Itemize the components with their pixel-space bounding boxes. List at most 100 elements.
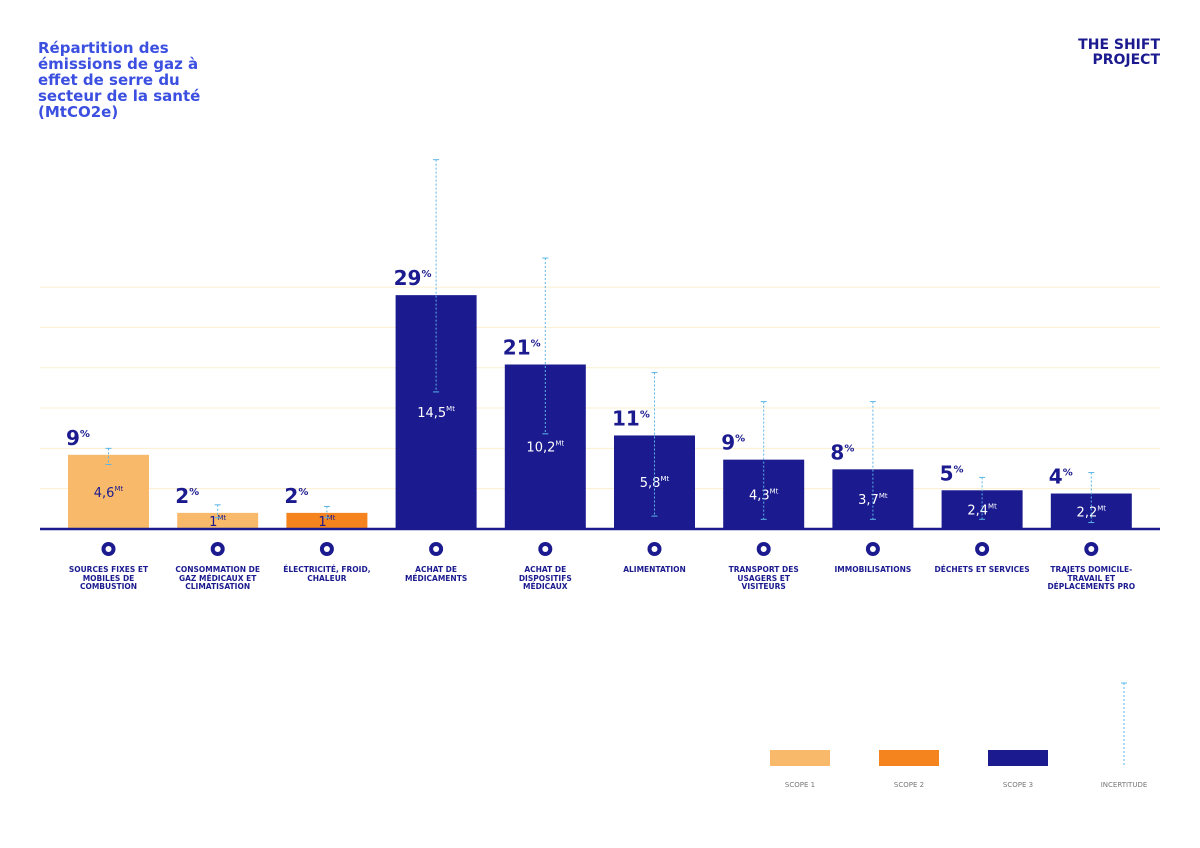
legend-swatch <box>770 750 830 766</box>
share-label: 5% <box>940 461 964 485</box>
value-unit: Mt <box>327 514 336 522</box>
error-bar <box>542 257 549 435</box>
share-unit: % <box>1063 468 1073 479</box>
value-text: 2,4 <box>967 504 988 519</box>
error-bar <box>433 159 440 393</box>
category-icon-detail <box>214 546 221 552</box>
value-unit: Mt <box>446 405 455 413</box>
share-value: 29 <box>394 266 422 290</box>
value-label: 4,6Mt <box>94 485 124 501</box>
category-icon-detail <box>760 546 767 552</box>
value-text: 3,7 <box>858 493 879 508</box>
share-label: 4% <box>1049 465 1073 489</box>
x-tick-label: ALIMENTATION <box>623 565 686 574</box>
legend-swatch <box>988 750 1048 766</box>
share-label: 8% <box>830 440 854 464</box>
category-icon-detail <box>869 546 876 552</box>
x-tick-label: CONSOMMATION DE GAZ MÉDICAUX ET CLIMATIS… <box>175 565 260 591</box>
error-bar <box>214 504 221 519</box>
x-tick-label: TRAJETS DOMICILE-TRAVAIL ET DÉPLACEMENTS… <box>1047 565 1136 591</box>
logo: THE SHIFT PROJECT <box>1078 38 1160 68</box>
category-icon-detail <box>1088 546 1095 552</box>
share-value: 4 <box>1049 465 1063 489</box>
share-unit: % <box>531 338 541 349</box>
logo-line: THE SHIFT <box>1078 37 1160 53</box>
share-value: 21 <box>503 335 531 359</box>
share-unit: % <box>844 443 854 454</box>
value-unit: Mt <box>555 440 564 448</box>
share-value: 11 <box>612 406 640 430</box>
x-tick-label: ACHAT DE MÉDICAMENTS <box>404 565 468 583</box>
share-unit: % <box>421 269 431 280</box>
value-unit: Mt <box>988 503 997 511</box>
error-bar <box>760 401 767 520</box>
value-unit: Mt <box>114 485 123 493</box>
share-unit: % <box>640 409 650 420</box>
share-label: 9% <box>66 426 90 450</box>
error-bar <box>1088 472 1095 524</box>
x-tick-label: TRANSPORT DES USAGERS ET VISITEURS <box>728 565 799 591</box>
value-label: 1Mt <box>209 514 226 530</box>
share-label: 11% <box>612 406 650 430</box>
x-tick-label: ÉLECTRICITÉ, FROID, CHALEUR <box>283 565 371 583</box>
share-value: 9 <box>66 426 80 450</box>
share-value: 8 <box>830 440 844 464</box>
error-bar <box>105 447 112 465</box>
value-label: 3,7Mt <box>858 492 888 508</box>
share-label: 2% <box>284 484 308 508</box>
value-text: 1 <box>318 515 326 530</box>
category-icon-detail <box>105 546 112 552</box>
share-label: 29% <box>394 266 432 290</box>
value-label: 1Mt <box>318 514 335 530</box>
value-label: 2,4Mt <box>967 503 997 519</box>
value-unit: Mt <box>1097 504 1106 512</box>
value-text: 14,5 <box>417 406 446 421</box>
share-unit: % <box>298 487 308 498</box>
value-unit: Mt <box>660 475 669 483</box>
bar <box>286 512 368 529</box>
x-tick-label: IMMOBILISATIONS <box>834 565 912 574</box>
x-tick-label: DÉCHETS ET SERVICES <box>934 565 1030 574</box>
category-icon-detail <box>979 546 986 552</box>
share-unit: % <box>189 487 199 498</box>
value-text: 1 <box>209 515 217 530</box>
x-tick-label: SOURCES FIXES ET MOBILES DE COMBUSTION <box>68 565 149 591</box>
value-label: 10,2Mt <box>526 440 564 456</box>
value-label: 2,2Mt <box>1077 504 1107 520</box>
bar <box>68 454 149 529</box>
value-text: 2,2 <box>1077 505 1098 520</box>
category-icon-detail <box>651 546 658 552</box>
share-label: 9% <box>721 431 745 455</box>
category-icon-detail <box>323 546 330 552</box>
value-unit: Mt <box>217 514 226 522</box>
legend-label: INCERTITUDE <box>1101 781 1148 789</box>
share-value: 2 <box>284 484 298 508</box>
category-icon-detail <box>542 546 549 552</box>
share-unit: % <box>80 429 90 440</box>
bar <box>177 512 259 529</box>
share-value: 9 <box>721 431 735 455</box>
value-label: 14,5Mt <box>417 405 455 421</box>
category-icon-detail <box>433 546 440 552</box>
value-text: 4,3 <box>749 488 770 503</box>
x-tick-label: ACHAT DE DISPOSITIFS MÉDICAUX <box>518 565 572 591</box>
share-value: 2 <box>175 484 189 508</box>
legend-label: SCOPE 3 <box>1003 781 1033 789</box>
error-bar <box>651 372 658 517</box>
share-unit: % <box>735 434 745 445</box>
value-text: 10,2 <box>526 441 555 456</box>
error-bar <box>979 476 986 520</box>
error-bar <box>869 401 876 520</box>
share-label: 2% <box>175 484 199 508</box>
value-unit: Mt <box>770 487 779 495</box>
legend-label: SCOPE 2 <box>894 781 924 789</box>
legend-swatch <box>879 750 939 766</box>
value-label: 4,3Mt <box>749 487 779 503</box>
share-value: 5 <box>940 461 954 485</box>
legend-label: SCOPE 1 <box>785 781 815 789</box>
share-label: 21% <box>503 335 541 359</box>
logo-line: PROJECT <box>1092 52 1160 68</box>
error-bar <box>323 505 330 519</box>
